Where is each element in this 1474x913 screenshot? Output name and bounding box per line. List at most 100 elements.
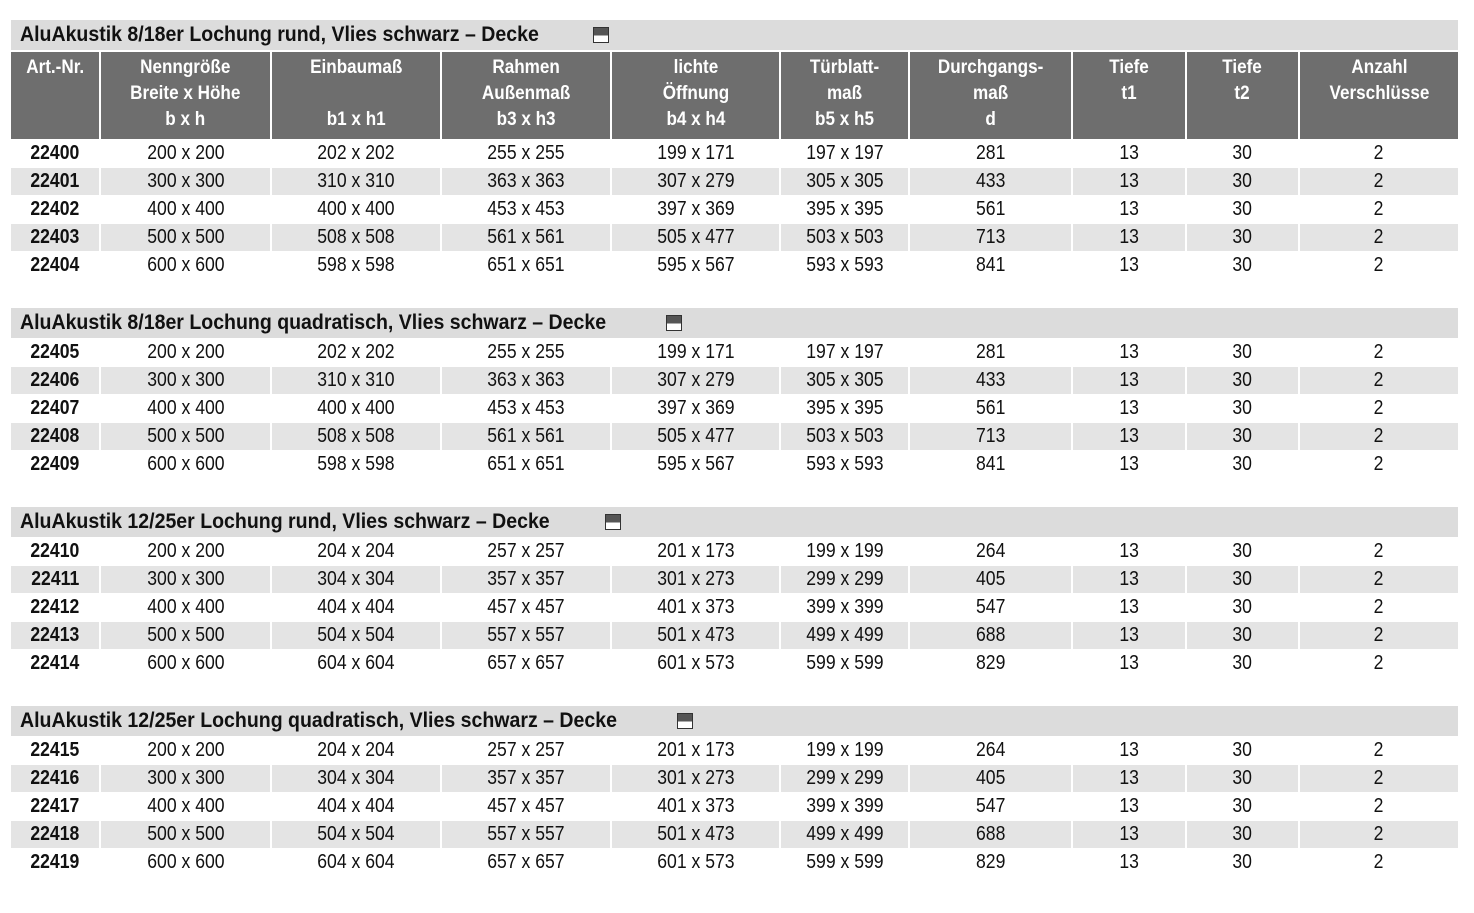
cell-tuerblattmass: 399 x 399 (779, 593, 909, 622)
table-row: 22417 400 x 400 404 x 404 457 x 457 401 x 37… (11, 792, 1458, 821)
cell-lichte-oeffnung: 307 x 279 (610, 167, 780, 196)
cell-tiefe-t1: 13 (1071, 820, 1186, 849)
cell-tuerblattmass: 593 x 593 (779, 251, 909, 279)
cell-tuerblattmass: 305 x 305 (779, 366, 909, 395)
cell-durchgangsmass: 433 (908, 366, 1072, 395)
cell-einbaumass: 400 x 400 (270, 195, 441, 224)
cell-tuerblattmass: 503 x 503 (779, 223, 909, 252)
section-gap (11, 279, 1458, 308)
table-row: 22413 500 x 500 504 x 504 557 x 557 501 x 47… (11, 621, 1458, 650)
table-row: 22408 500 x 500 508 x 508 561 x 561 505 x 47… (11, 422, 1458, 451)
table-row: 22403 500 x 500 508 x 508 561 x 561 505 x 47… (11, 223, 1458, 252)
cell-lichte-oeffnung: 601 x 573 (610, 848, 780, 876)
cell-einbaumass: 604 x 604 (270, 848, 441, 876)
cell-tuerblattmass: 299 x 299 (779, 764, 909, 793)
cell-lichte-oeffnung: 501 x 473 (610, 820, 780, 849)
section-title-text: AluAkustik 12/25er Lochung rund, Vlies s… (20, 510, 550, 533)
cell-tiefe-t1: 13 (1071, 792, 1186, 821)
cell-anzahl-verschluesse: 2 (1298, 764, 1458, 793)
cell-art-nr: 22413 (11, 621, 100, 650)
cell-rahmen-aussenmass: 457 x 457 (440, 593, 611, 622)
cell-nenngroesse: 600 x 600 (99, 649, 271, 677)
cell-lichte-oeffnung: 397 x 369 (610, 195, 780, 224)
cell-anzahl-verschluesse: 2 (1298, 338, 1458, 367)
table-row: 22415 200 x 200 204 x 204 257 x 257 201 x 17… (11, 736, 1458, 765)
cell-lichte-oeffnung: 505 x 477 (610, 223, 780, 252)
table-row: 22402 400 x 400 400 x 400 453 x 453 397 x 36… (11, 195, 1458, 224)
section-square-icon (677, 713, 694, 729)
cell-lichte-oeffnung: 595 x 567 (610, 450, 780, 478)
cell-anzahl-verschluesse: 2 (1298, 167, 1458, 196)
cell-einbaumass: 404 x 404 (270, 593, 441, 622)
section-title: AluAkustik 8/18er Lochung rund, Vlies sc… (11, 20, 1458, 50)
cell-nenngroesse: 300 x 300 (99, 167, 271, 196)
cell-tiefe-t2: 30 (1185, 736, 1299, 765)
cell-tiefe-t2: 30 (1185, 251, 1299, 279)
cell-nenngroesse: 600 x 600 (99, 848, 271, 876)
table-row: 22410 200 x 200 204 x 204 257 x 257 201 x 17… (11, 537, 1458, 566)
product-table: Art.-Nr. Nenngröße Breite x Höhe b x h Ein… (11, 50, 1458, 279)
header-durchgangsmass: Durchgangs- maß d (908, 51, 1072, 140)
cell-anzahl-verschluesse: 2 (1298, 792, 1458, 821)
cell-durchgangsmass: 547 (908, 792, 1072, 821)
cell-tuerblattmass: 395 x 395 (779, 195, 909, 224)
cell-rahmen-aussenmass: 561 x 561 (440, 223, 611, 252)
cell-tiefe-t1: 13 (1071, 537, 1186, 566)
cell-durchgangsmass: 688 (908, 621, 1072, 650)
cell-nenngroesse: 300 x 300 (99, 565, 271, 594)
cell-tiefe-t2: 30 (1185, 139, 1299, 168)
cell-nenngroesse: 600 x 600 (99, 251, 271, 279)
cell-durchgangsmass: 713 (908, 223, 1072, 252)
cell-art-nr: 22402 (11, 195, 100, 224)
table-row: 22409 600 x 600 598 x 598 651 x 651 595 x 56… (11, 450, 1458, 478)
section-square-icon (593, 27, 610, 43)
header-tiefe-t1: Tiefe t1 (1071, 51, 1186, 140)
cell-durchgangsmass: 264 (908, 736, 1072, 765)
cell-durchgangsmass: 281 (908, 139, 1072, 168)
table-row: 22406 300 x 300 310 x 310 363 x 363 307 x 27… (11, 366, 1458, 395)
cell-durchgangsmass: 829 (908, 848, 1072, 876)
table-row: 22404 600 x 600 598 x 598 651 x 651 595 x 56… (11, 251, 1458, 279)
cell-tiefe-t2: 30 (1185, 848, 1299, 876)
cell-tuerblattmass: 395 x 395 (779, 394, 909, 423)
cell-nenngroesse: 200 x 200 (99, 139, 271, 168)
cell-nenngroesse: 400 x 400 (99, 195, 271, 224)
cell-tiefe-t2: 30 (1185, 223, 1299, 252)
cell-anzahl-verschluesse: 2 (1298, 565, 1458, 594)
cell-tiefe-t1: 13 (1071, 848, 1186, 876)
cell-einbaumass: 504 x 504 (270, 820, 441, 849)
cell-anzahl-verschluesse: 2 (1298, 848, 1458, 876)
cell-tiefe-t1: 13 (1071, 195, 1186, 224)
cell-tiefe-t1: 13 (1071, 167, 1186, 196)
cell-art-nr: 22409 (11, 450, 100, 478)
cell-rahmen-aussenmass: 457 x 457 (440, 792, 611, 821)
cell-einbaumass: 504 x 504 (270, 621, 441, 650)
cell-tuerblattmass: 197 x 197 (779, 139, 909, 168)
cell-tiefe-t2: 30 (1185, 820, 1299, 849)
cell-tuerblattmass: 197 x 197 (779, 338, 909, 367)
header-nenngroesse: Nenngröße Breite x Höhe b x h (99, 51, 271, 140)
cell-rahmen-aussenmass: 363 x 363 (440, 167, 611, 196)
cell-tuerblattmass: 199 x 199 (779, 736, 909, 765)
cell-anzahl-verschluesse: 2 (1298, 394, 1458, 423)
cell-tiefe-t2: 30 (1185, 537, 1299, 566)
cell-lichte-oeffnung: 401 x 373 (610, 792, 780, 821)
cell-tiefe-t2: 30 (1185, 450, 1299, 478)
header-tiefe-t2: Tiefe t2 (1185, 51, 1299, 140)
cell-nenngroesse: 400 x 400 (99, 394, 271, 423)
section-gap (11, 478, 1458, 507)
cell-anzahl-verschluesse: 2 (1298, 593, 1458, 622)
cell-durchgangsmass: 264 (908, 537, 1072, 566)
cell-tiefe-t2: 30 (1185, 366, 1299, 395)
table-row: 22414 600 x 600 604 x 604 657 x 657 601 x 57… (11, 649, 1458, 677)
cell-einbaumass: 598 x 598 (270, 450, 441, 478)
cell-einbaumass: 604 x 604 (270, 649, 441, 677)
cell-tuerblattmass: 299 x 299 (779, 565, 909, 594)
cell-rahmen-aussenmass: 453 x 453 (440, 195, 611, 224)
cell-tiefe-t1: 13 (1071, 223, 1186, 252)
cell-tiefe-t2: 30 (1185, 593, 1299, 622)
cell-nenngroesse: 200 x 200 (99, 338, 271, 367)
cell-rahmen-aussenmass: 357 x 357 (440, 764, 611, 793)
cell-nenngroesse: 500 x 500 (99, 422, 271, 451)
cell-tiefe-t1: 13 (1071, 649, 1186, 677)
